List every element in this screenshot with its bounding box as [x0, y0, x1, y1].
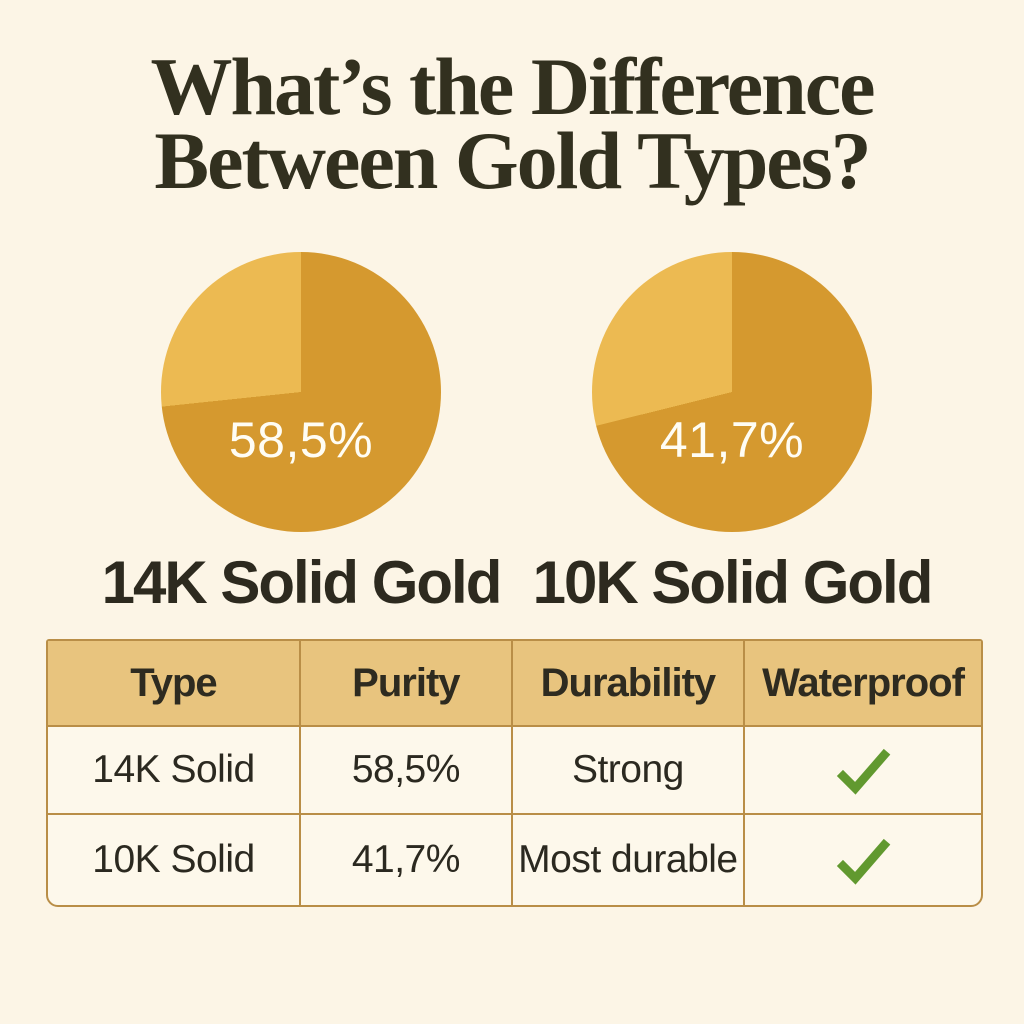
cell-type-14k: 14K Solid: [48, 725, 299, 813]
pie-caption-10k: 10K Solid Gold: [532, 549, 934, 616]
pie-value-label-10k: 41,7%: [659, 412, 805, 468]
page-title-line1: What’s the Difference: [150, 41, 875, 132]
cell-purity-10k: 41,7%: [298, 813, 511, 905]
page-title: What’s the Difference Between Gold Types…: [0, 41, 1024, 206]
cell-type-10k: 10K Solid: [48, 813, 299, 905]
pie-chart-14k: 58,5%: [161, 252, 441, 532]
header-cell-durability: Durability: [510, 641, 743, 725]
pie-chart-10k: 41,7%: [592, 252, 872, 532]
cell-durability-14k: Strong: [510, 725, 744, 813]
pie-group-10k: 41,7% 10K Solid Gold: [532, 252, 934, 617]
pie-group-14k: 58,5% 14K Solid Gold: [101, 252, 503, 617]
comparison-table: Type Purity Durability Waterproof 14K So…: [46, 639, 983, 907]
table-row-10k: 10K Solid 41,7% Most durable: [48, 813, 981, 905]
table-row-14k: 14K Solid 58,5% Strong: [48, 725, 981, 813]
pie-value-label-14k: 58,5%: [228, 412, 374, 468]
cell-purity-14k: 58,5%: [298, 725, 511, 813]
checkmark-icon: [836, 748, 891, 795]
cell-waterproof-10k: [743, 813, 981, 905]
cell-waterproof-14k: [743, 725, 981, 813]
header-cell-waterproof: Waterproof: [743, 641, 981, 725]
table-header-row: Type Purity Durability Waterproof: [48, 641, 981, 725]
header-cell-purity: Purity: [298, 641, 511, 725]
checkmark-icon: [836, 838, 891, 885]
cell-durability-10k: Most durable: [510, 813, 744, 905]
header-cell-type: Type: [130, 660, 217, 705]
page-title-line2: Between Gold Types?: [154, 114, 871, 206]
pie-caption-14k: 14K Solid Gold: [101, 549, 503, 616]
